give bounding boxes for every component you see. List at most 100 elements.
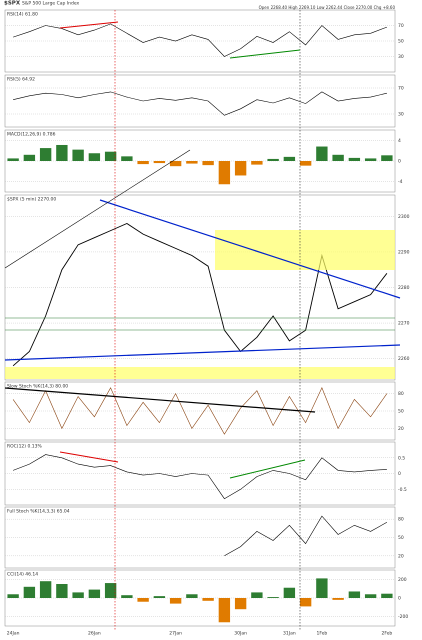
y-tick-label: 30	[398, 112, 404, 118]
y-tick-label: 2300	[398, 214, 410, 220]
bar	[364, 594, 377, 598]
x-tick-label: 26Jan	[88, 631, 101, 637]
bar	[202, 161, 214, 166]
trendline	[4, 344, 401, 361]
bar	[7, 158, 19, 161]
y-tick-label: 30	[398, 54, 404, 60]
bar	[251, 592, 263, 598]
y-tick-label: 70	[398, 23, 404, 29]
y-tick-label: 0	[398, 596, 401, 602]
bar	[381, 593, 393, 598]
bar	[104, 583, 117, 598]
line	[13, 23, 388, 57]
x-tick-label: 30Jan	[234, 631, 247, 637]
y-tick-label: 0	[398, 471, 401, 477]
bar	[218, 598, 231, 623]
bar	[283, 156, 296, 161]
bar	[251, 161, 263, 165]
divergence-line	[59, 21, 119, 29]
bar	[39, 148, 52, 161]
y-tick-label: -0.5	[398, 487, 407, 493]
y-tick-label: 2280	[398, 285, 410, 291]
bar	[186, 594, 198, 598]
bar	[7, 594, 19, 598]
quote: Open 2268.40 High 2269.10 Low 2262.44 Cl…	[259, 5, 396, 10]
y-tick-label: 20	[398, 553, 404, 559]
bar	[88, 153, 101, 161]
panel-title: Slow Stoch %K(14,3) 80.00	[7, 384, 68, 390]
panel-title: $SPX (5 min) 2270.00	[7, 197, 56, 203]
y-tick-label: 50	[398, 39, 404, 45]
y-tick-label: 2270	[398, 321, 410, 327]
x-tick-label: 24Jan	[7, 631, 20, 637]
panel-title: CCI(14) 46.14	[7, 572, 38, 578]
y-tick-label: 200	[398, 577, 407, 583]
bar	[137, 598, 149, 602]
bar	[299, 598, 312, 607]
line	[12, 454, 387, 500]
bar	[218, 161, 231, 185]
bar	[348, 157, 361, 161]
symbol: $SPX	[4, 1, 21, 7]
bar	[169, 161, 182, 167]
name: S&P 500 Large Cap Index	[22, 1, 80, 7]
y-tick-label: 2260	[398, 356, 410, 362]
y-tick-label: 0.5	[398, 455, 405, 461]
line	[12, 387, 388, 435]
bar	[267, 158, 279, 161]
line	[13, 91, 387, 116]
panel-title: ROC(12) 0.13%	[7, 444, 42, 450]
bar	[332, 598, 344, 600]
trendline	[4, 387, 316, 413]
bar	[186, 161, 198, 164]
bar	[234, 598, 247, 610]
trendline	[99, 199, 401, 299]
bar	[23, 586, 36, 598]
panel-title: MACD(12,26,9) 0.786	[7, 132, 56, 138]
y-tick-label: 20	[398, 426, 404, 432]
panel-title: RSI(5) 64.92	[7, 77, 35, 83]
line	[224, 515, 388, 557]
yellow-zone	[5, 367, 395, 379]
y-tick-label: 80	[398, 391, 404, 397]
bar	[316, 578, 328, 598]
y-tick-label: 0	[398, 159, 401, 165]
bar	[381, 155, 393, 161]
bar	[316, 146, 328, 161]
y-tick-label: 4	[398, 138, 401, 144]
bar	[348, 591, 361, 598]
x-tick-label: 1Feb	[316, 631, 327, 637]
bar	[121, 595, 133, 598]
panels: 30 50 70 RSI(14) 61.80 30 70 RSI(5) 64.92 -4 0 4 M…	[4, 9, 410, 637]
bar	[39, 581, 52, 598]
bar	[299, 161, 312, 166]
y-tick-label: -200	[398, 614, 408, 620]
panel-title: RSI(14) 61.80	[7, 12, 38, 18]
y-tick-label: 70	[398, 86, 404, 92]
yellow-zone	[215, 230, 395, 270]
divergence-line	[229, 49, 301, 59]
x-tick-label: 27Jan	[169, 631, 182, 637]
bar	[56, 584, 68, 598]
y-tick-label: 50	[398, 409, 404, 415]
x-tick-label: 31Jan	[283, 631, 296, 637]
bar	[283, 587, 296, 598]
bar	[153, 596, 166, 598]
bar	[169, 598, 182, 604]
bar	[72, 149, 84, 161]
divergence-line	[59, 451, 119, 463]
bar	[88, 589, 101, 598]
bar	[56, 144, 68, 161]
divergence-line	[229, 459, 306, 479]
trendline	[4, 149, 191, 269]
bar	[137, 161, 149, 165]
bar	[72, 592, 84, 598]
bar	[121, 156, 133, 161]
bar	[234, 161, 247, 176]
y-tick-label: 80	[398, 517, 404, 523]
y-tick-label: -4	[398, 179, 403, 185]
panel-title: Full Stoch %K(14,3,3) 65.04	[7, 509, 70, 515]
bar	[267, 597, 279, 598]
bar	[202, 598, 214, 601]
